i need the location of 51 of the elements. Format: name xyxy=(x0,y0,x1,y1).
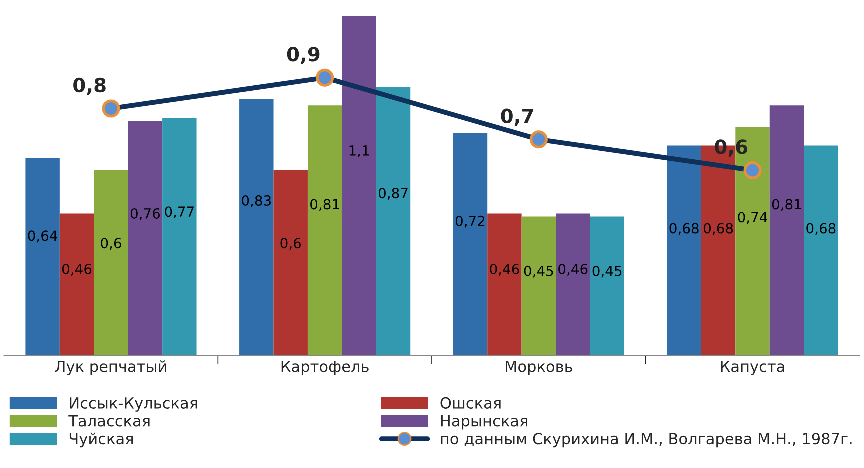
data-label: 0,7 xyxy=(501,108,534,126)
bar xyxy=(453,133,488,356)
data-label: 0,9 xyxy=(287,47,320,64)
x-tick-label: Капуста xyxy=(721,361,784,376)
data-label: 0,64 xyxy=(28,230,58,243)
data-label: 1,1 xyxy=(350,146,370,158)
data-label: 0,87 xyxy=(378,188,408,200)
data-label: 0,83 xyxy=(242,195,271,208)
bar xyxy=(94,170,128,356)
legend-label: по данным Скурихина И.М., Волгарева М.Н., 1987г. xyxy=(441,433,852,448)
bar xyxy=(522,216,556,356)
data-label: 0,72 xyxy=(456,216,485,228)
x-tick-label: Лук репчатый xyxy=(55,360,166,376)
bar xyxy=(488,214,522,356)
data-label: 0,46 xyxy=(62,264,92,276)
legend-label: Ошская xyxy=(440,397,501,409)
x-tick-label: Морковь xyxy=(506,361,572,376)
data-label: 0,76 xyxy=(130,208,160,220)
data-label: 0,81 xyxy=(772,199,802,212)
bar xyxy=(556,214,590,356)
bar xyxy=(342,16,376,356)
legend-label: Таласская xyxy=(68,415,150,427)
bar xyxy=(770,106,804,356)
legend-label: Иссык-Кульская xyxy=(70,398,198,412)
data-label: 0,45 xyxy=(592,266,622,278)
data-label: 0,68 xyxy=(670,223,699,236)
bar xyxy=(26,158,60,356)
data-label: 0,8 xyxy=(74,78,106,96)
data-label: 0,6 xyxy=(280,238,302,250)
data-label: 0,6 xyxy=(101,238,122,250)
bar xyxy=(590,216,624,356)
bar xyxy=(274,170,308,356)
bar xyxy=(308,106,342,356)
x-tick-label: Картофель xyxy=(282,361,369,376)
data-label: 0,46 xyxy=(558,264,588,276)
bar xyxy=(240,99,274,356)
data-label: 0,68 xyxy=(704,223,734,236)
bar xyxy=(60,214,94,356)
data-label: 0,46 xyxy=(490,264,520,276)
data-label: 0,81 xyxy=(310,199,340,212)
legend-label: Чуйская xyxy=(70,432,133,448)
bar xyxy=(667,146,702,356)
legend-label: Нарынская xyxy=(441,415,528,430)
bar xyxy=(804,146,838,356)
data-label: 0,77 xyxy=(165,206,194,219)
data-label: 0,74 xyxy=(738,212,768,224)
bar xyxy=(162,118,197,356)
bar xyxy=(376,87,411,356)
data-label: 0,45 xyxy=(524,266,554,278)
data-label: 0,68 xyxy=(806,223,836,236)
bar xyxy=(128,121,163,356)
